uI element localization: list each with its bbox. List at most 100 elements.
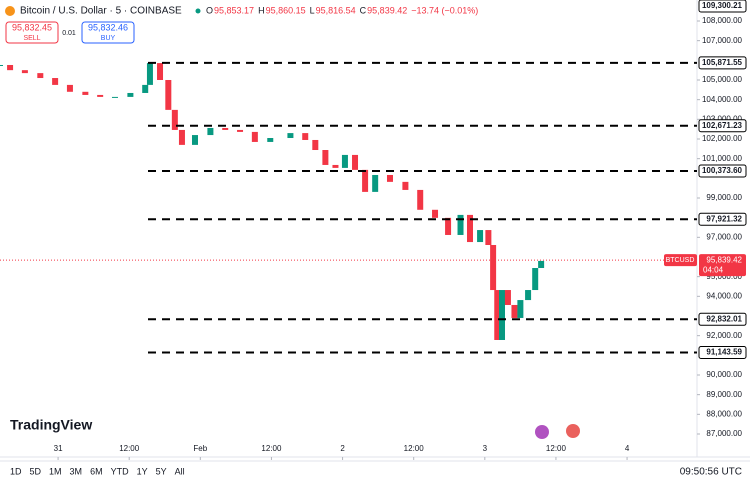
candle bbox=[82, 91, 89, 95]
candle bbox=[432, 209, 439, 218]
y-tick-label: 101,000.00 bbox=[702, 154, 743, 163]
ohlc-value: 95,860.15 bbox=[266, 5, 306, 15]
candle bbox=[445, 217, 452, 235]
candle bbox=[127, 92, 134, 97]
level-tag-label: 100,373.60 bbox=[702, 166, 743, 175]
candle bbox=[251, 131, 258, 142]
y-tick-label: 99,000.00 bbox=[706, 193, 742, 202]
y-tick-label: 87,000.00 bbox=[706, 429, 742, 438]
level-tag bbox=[698, 212, 747, 226]
candle bbox=[332, 164, 339, 168]
range-button[interactable]: All bbox=[175, 466, 185, 476]
range-button[interactable]: 5D bbox=[30, 466, 42, 476]
level-tag bbox=[698, 312, 747, 326]
y-tick-label: 90,000.00 bbox=[706, 370, 742, 379]
candle bbox=[165, 79, 172, 110]
candle bbox=[287, 133, 294, 139]
candle bbox=[372, 174, 379, 192]
candle bbox=[178, 129, 185, 145]
price-tag-label: 95,839.42 bbox=[706, 255, 742, 264]
y-tick-label: 92,000.00 bbox=[706, 331, 742, 340]
candle bbox=[312, 139, 319, 151]
level-tag-label: 97,921.32 bbox=[706, 214, 742, 223]
candle bbox=[494, 290, 501, 340]
ohlc-value: 95,853.17 bbox=[214, 5, 254, 15]
candle bbox=[490, 244, 497, 291]
range-button[interactable]: 1M bbox=[49, 466, 62, 476]
candle bbox=[525, 290, 532, 301]
y-tick-label: 89,000.00 bbox=[706, 390, 742, 399]
change: −13.74 (−0.01%) bbox=[411, 5, 478, 15]
candle bbox=[504, 290, 511, 305]
candle bbox=[111, 96, 118, 98]
candle bbox=[97, 94, 104, 97]
sell-price: 95,832.45 bbox=[12, 22, 52, 32]
symbol-tag bbox=[664, 254, 697, 267]
top-tag bbox=[698, 0, 747, 13]
x-tick-label: 31 bbox=[54, 444, 63, 453]
y-tick-label: 94,000.00 bbox=[706, 291, 742, 300]
range-button[interactable]: YTD bbox=[111, 466, 130, 476]
ohlc-label: H bbox=[258, 5, 265, 15]
ohlc-label: L bbox=[310, 5, 315, 15]
y-tick-label: 104,000.00 bbox=[702, 95, 743, 104]
x-tick-label: 2 bbox=[340, 444, 345, 453]
range-button[interactable]: 6M bbox=[90, 466, 103, 476]
candle bbox=[538, 260, 545, 269]
candle bbox=[362, 169, 369, 192]
spread: 0.01 bbox=[62, 30, 76, 37]
symbol-tag-label: BTCUSD bbox=[666, 257, 695, 264]
y-tick-label: 108,000.00 bbox=[702, 16, 743, 25]
level-tag bbox=[698, 346, 747, 360]
buy-button[interactable] bbox=[81, 21, 135, 44]
candle bbox=[457, 214, 464, 235]
candle bbox=[267, 138, 274, 142]
range-button[interactable]: 5Y bbox=[156, 466, 167, 476]
candle bbox=[7, 64, 14, 71]
candle bbox=[417, 189, 424, 210]
sell-label: SELL bbox=[23, 35, 40, 42]
countdown: 04:04 bbox=[703, 265, 724, 274]
candle bbox=[322, 150, 329, 165]
candle bbox=[467, 214, 474, 243]
candle bbox=[477, 230, 484, 243]
price-tag bbox=[699, 254, 746, 277]
candle bbox=[52, 78, 59, 85]
candle bbox=[0, 64, 3, 66]
event-icon[interactable] bbox=[535, 425, 549, 439]
btc-icon bbox=[5, 6, 15, 16]
candle bbox=[532, 268, 539, 291]
ohlc-value: 95,816.54 bbox=[316, 5, 356, 15]
x-tick-label: 12:00 bbox=[119, 444, 140, 453]
logo: TradingView bbox=[10, 417, 92, 433]
range-button[interactable]: 1Y bbox=[137, 466, 148, 476]
candle bbox=[157, 63, 164, 80]
candle bbox=[146, 63, 153, 85]
candle bbox=[485, 230, 492, 245]
range-button[interactable]: 1D bbox=[10, 466, 22, 476]
level-tag bbox=[698, 119, 747, 133]
x-tick-label: 4 bbox=[625, 444, 630, 453]
x-tick-label: 12:00 bbox=[261, 444, 282, 453]
x-tick-label: Feb bbox=[193, 444, 207, 453]
status-dot bbox=[195, 8, 201, 14]
candle bbox=[222, 127, 229, 130]
buy-price: 95,832.46 bbox=[88, 22, 128, 32]
range-button[interactable]: 3M bbox=[70, 466, 83, 476]
candle bbox=[237, 129, 244, 132]
candle bbox=[352, 154, 359, 170]
candle bbox=[142, 84, 149, 93]
x-tick-label: 12:00 bbox=[546, 444, 567, 453]
sell-button[interactable] bbox=[5, 21, 59, 44]
candle bbox=[386, 174, 393, 182]
candle bbox=[302, 133, 309, 140]
y-tick-label: 107,000.00 bbox=[702, 36, 743, 45]
ohlc-value: 95,839.42 bbox=[367, 5, 407, 15]
candle bbox=[511, 304, 518, 318]
y-tick-label: 102,000.00 bbox=[702, 134, 743, 143]
y-tick-label: 103,000.00 bbox=[702, 114, 743, 123]
flag-icon[interactable] bbox=[566, 424, 580, 438]
level-tag-label: 91,143.59 bbox=[706, 348, 742, 357]
y-tick-label: 97,000.00 bbox=[706, 232, 742, 241]
